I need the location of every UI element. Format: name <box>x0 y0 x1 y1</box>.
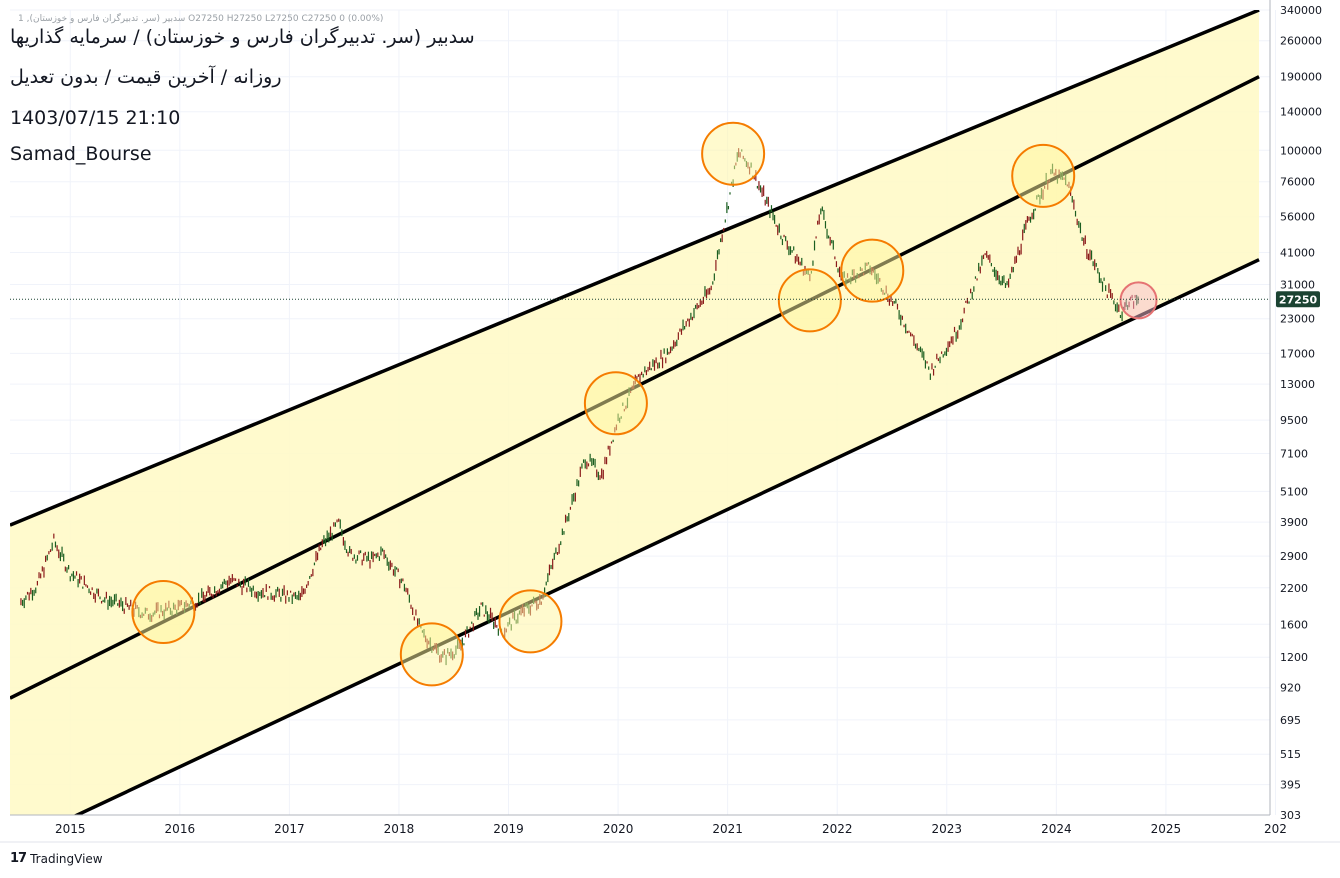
chart-timestamp: 1403/07/15 21:10 <box>10 107 181 129</box>
x-tick-label: 202 <box>1264 822 1287 836</box>
orange-circle-marker <box>777 268 842 333</box>
y-tick-label: 340000 <box>1280 4 1322 17</box>
y-tick-label: 190000 <box>1280 71 1322 84</box>
y-tick-label: 56000 <box>1280 211 1315 224</box>
y-tick-label: 1600 <box>1280 618 1308 631</box>
y-tick-label: 5100 <box>1280 485 1308 498</box>
y-tick-label: 2900 <box>1280 550 1308 563</box>
y-tick-label: 1200 <box>1280 651 1308 664</box>
y-tick-label: 695 <box>1280 714 1301 727</box>
y-tick-label: 2200 <box>1280 582 1308 595</box>
orange-circle-marker <box>498 589 563 654</box>
orange-circle-marker <box>131 580 196 645</box>
x-tick-label: 2016 <box>165 822 196 836</box>
orange-circle-marker <box>701 121 766 186</box>
last-price-badge <box>1276 291 1320 308</box>
y-tick-label: 31000 <box>1280 279 1315 292</box>
y-tick-label: 17000 <box>1280 347 1315 360</box>
x-tick-label: 2019 <box>493 822 524 836</box>
tradingview-branding[interactable]: 17 TradingView <box>10 851 103 866</box>
annotations <box>131 121 1158 687</box>
x-tick-label: 2017 <box>274 822 305 836</box>
x-tick-label: 2023 <box>932 822 963 836</box>
y-tick-label: 395 <box>1280 779 1301 792</box>
channel-upper-line <box>10 10 1260 527</box>
x-tick-label: 2020 <box>603 822 634 836</box>
y-tick-label: 100000 <box>1280 144 1322 157</box>
orange-circle-marker <box>583 371 648 436</box>
orange-circle-marker <box>399 622 464 687</box>
y-tick-label: 23000 <box>1280 313 1315 326</box>
chart-subtitle: روزانه / آخرین قیمت / بدون تعدیل <box>10 66 282 88</box>
chart-title: سدبیر (سر. تدبیرگران فارس و خوزستان) / س… <box>10 26 475 48</box>
x-tick-label: 2021 <box>712 822 743 836</box>
y-tick-label: 76000 <box>1280 176 1315 189</box>
last-price-label: 27250 <box>1279 293 1318 306</box>
y-tick-label: 515 <box>1280 748 1301 761</box>
x-tick-label: 2022 <box>822 822 853 836</box>
y-tick-label: 3900 <box>1280 516 1308 529</box>
chart-author: Samad_Bourse <box>10 143 152 165</box>
orange-circle-marker <box>840 238 905 303</box>
red-circle-marker <box>1119 281 1158 320</box>
y-tick-label: 140000 <box>1280 106 1322 119</box>
y-tick-label: 303 <box>1280 809 1301 822</box>
ohlc-legend: 1 ,سدبیر (سر. تدبیرگران فارس و خوزستان) … <box>18 14 384 24</box>
x-tick-label: 2025 <box>1151 822 1182 836</box>
x-tick-label: 2018 <box>384 822 415 836</box>
channel-lower-line <box>73 258 1260 815</box>
orange-circle-marker <box>1011 143 1076 208</box>
y-tick-label: 41000 <box>1280 246 1315 259</box>
y-tick-label: 7100 <box>1280 447 1308 460</box>
axes: 340000 260000 190000 140000 100000 76000 56000… <box>0 0 1340 843</box>
tradingview-logo-icon: 17 <box>10 851 27 866</box>
y-tick-label: 9500 <box>1280 414 1308 427</box>
y-tick-label: 260000 <box>1280 35 1322 48</box>
y-tick-label: 920 <box>1280 682 1301 695</box>
x-tick-label: 2015 <box>55 822 86 836</box>
y-tick-label: 13000 <box>1280 378 1315 391</box>
tradingview-label: TradingView <box>30 851 103 866</box>
x-tick-label: 2024 <box>1041 822 1072 836</box>
